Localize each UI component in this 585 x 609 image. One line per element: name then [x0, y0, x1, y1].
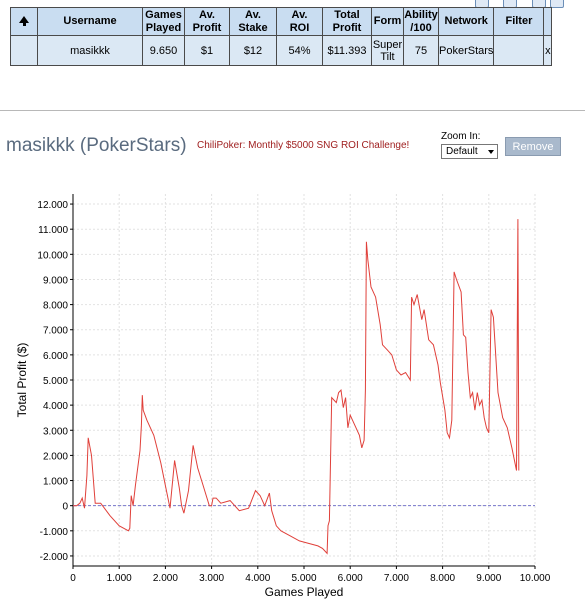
- x-tick-label: 3.000: [199, 573, 224, 584]
- y-tick-label: 5.000: [43, 376, 68, 387]
- header-av-stake[interactable]: Av. Stake: [229, 7, 277, 36]
- header-form[interactable]: Form: [371, 7, 404, 36]
- table-header-row: Username Games Played Av. Profit Av. Stake …: [10, 7, 553, 36]
- y-tick-label: 7.000: [43, 326, 68, 337]
- ability-cell: 75: [403, 35, 439, 66]
- x-tick-label: 6.000: [338, 573, 363, 584]
- y-tick-label: 12.000: [37, 200, 68, 211]
- header-network[interactable]: Network: [437, 7, 495, 36]
- header-username[interactable]: Username: [37, 7, 143, 36]
- zoom-select-value: Default: [446, 146, 478, 157]
- zoom-label: Zoom In:: [441, 131, 481, 142]
- x-tick-labels: 0 1.000 2.000 3.000 4.000 5.000 6.000 7.000 8.00…: [70, 566, 551, 584]
- section-divider: [0, 110, 585, 111]
- y-axis-label: Total Profit ($): [15, 343, 29, 418]
- network-cell[interactable]: PokerStars: [437, 35, 495, 66]
- table-row: masikkk 9.650 $1 $12 54% $11.393 Super Ti…: [10, 35, 553, 66]
- header-filter[interactable]: Filter: [493, 7, 545, 36]
- header-delete: [543, 7, 553, 36]
- row-sort-cell: [10, 35, 38, 66]
- header-ability[interactable]: Ability/100: [403, 7, 439, 36]
- share-icon[interactable]: [550, 0, 564, 8]
- x-tick-label: 8.000: [430, 573, 455, 584]
- y-tick-label: 6.000: [43, 351, 68, 362]
- y-tick-label: 4.000: [43, 401, 68, 412]
- profit-chart: -2.000 -1.000 0 1.000 2.000 3.000 4.000 5.000 6.…: [15, 194, 551, 599]
- y-tick-label: 2.000: [43, 451, 68, 462]
- zoom-select[interactable]: Default: [441, 144, 498, 159]
- y-tick-label: -1.000: [40, 527, 69, 538]
- header-total-profit[interactable]: Total Profit: [322, 7, 372, 36]
- y-tick-label: 1.000: [43, 477, 68, 488]
- x-tick-label: 5.000: [291, 573, 316, 584]
- chevron-down-icon: [488, 150, 494, 154]
- y-tick-labels: -2.000 -1.000 0 1.000 2.000 3.000 4.000 5.000 6.…: [37, 200, 73, 563]
- header-av-roi[interactable]: Av. ROI: [276, 7, 323, 36]
- header-av-profit[interactable]: Av. Profit: [184, 7, 230, 36]
- sort-arrow-header[interactable]: [10, 7, 38, 36]
- filter-cell[interactable]: [493, 35, 545, 66]
- y-tick-label: 0: [62, 502, 68, 513]
- form-cell[interactable]: Super Tilt: [371, 35, 404, 66]
- remove-button[interactable]: Remove: [505, 137, 561, 156]
- x-tick-label: 9.000: [476, 573, 501, 584]
- x-axis-label: Games Played: [265, 585, 344, 599]
- player-graph-title: masikkk (PokerStars): [6, 135, 187, 156]
- y-tick-label: 8.000: [43, 301, 68, 312]
- x-tick-label: 1.000: [107, 573, 132, 584]
- games-played-cell: 9.650: [142, 35, 185, 66]
- sort-up-icon[interactable]: [19, 16, 29, 26]
- delete-row-button[interactable]: x: [543, 35, 553, 66]
- x-tick-label: 2.000: [153, 573, 178, 584]
- username-cell[interactable]: masikkk: [37, 35, 143, 66]
- y-tick-label: -2.000: [40, 552, 69, 563]
- x-tick-label: 7.000: [384, 573, 409, 584]
- total-profit-cell: $11.393: [322, 35, 372, 66]
- av-stake-cell: $12: [229, 35, 277, 66]
- promo-link[interactable]: ChiliPoker: Monthly $5000 SNG ROI Challe…: [197, 140, 410, 151]
- y-tick-label: 10.000: [37, 250, 68, 261]
- x-tick-label: 0: [70, 573, 76, 584]
- av-roi-cell: 54%: [276, 35, 323, 66]
- y-tick-label: 11.000: [38, 225, 68, 236]
- series-line-total-profit: [73, 219, 520, 555]
- x-tick-label: 10.000: [520, 573, 551, 584]
- av-profit-cell: $1: [184, 35, 230, 66]
- y-tick-label: 3.000: [43, 426, 68, 437]
- y-tick-label: 9.000: [43, 275, 68, 286]
- x-tick-label: 4.000: [245, 573, 270, 584]
- player-stats-table: Username Games Played Av. Profit Av. Stake …: [10, 7, 553, 66]
- header-games-played[interactable]: Games Played: [142, 7, 185, 36]
